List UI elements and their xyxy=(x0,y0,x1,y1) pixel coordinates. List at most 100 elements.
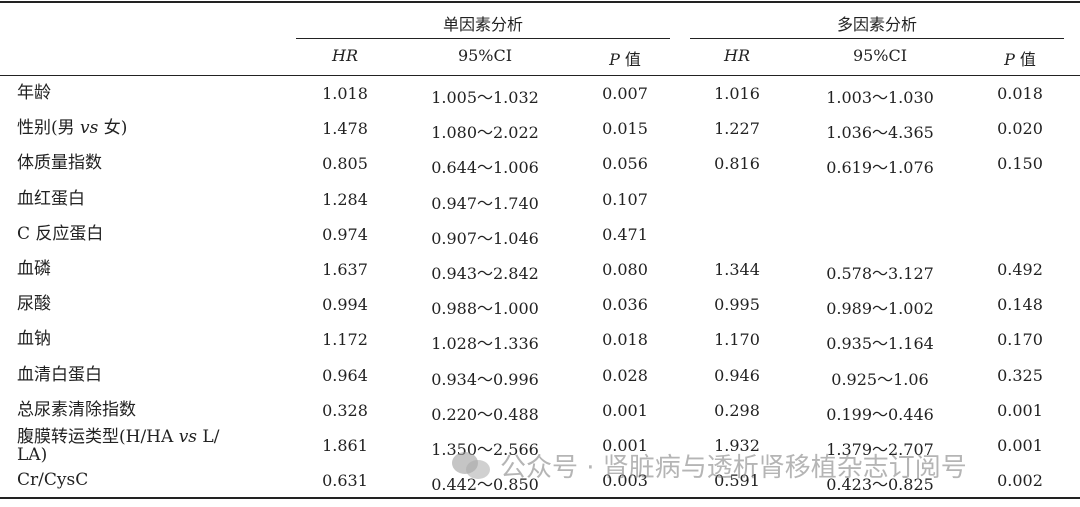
cell-uni-ci: 0.907～1.046 xyxy=(431,229,539,248)
cell-uni-ci: 0.934～0.996 xyxy=(431,370,539,389)
cell-multi-hr: 0.298 xyxy=(714,401,760,420)
cell-multi-ci: 1.003～1.030 xyxy=(826,88,934,107)
cell-uni-hr: 0.964 xyxy=(322,366,368,385)
cell-uni-p: 0.003 xyxy=(602,471,648,490)
cell-multi-p: 0.001 xyxy=(997,436,1043,455)
subheader-uni-ci: 95%CI xyxy=(457,46,513,65)
watermark: 公众号 · 肾脏病与透析肾移植杂志订阅号 xyxy=(452,446,967,484)
table-row: Cr/CysC 0.631 0.442～0.850 0.003 0.591 0.423～0… xyxy=(0,470,1080,505)
cell-multi-hr: 1.170 xyxy=(714,330,760,349)
cell-uni-hr: 0.631 xyxy=(322,471,368,490)
cell-multi-hr: 0.816 xyxy=(714,154,760,173)
cell-uni-p: 0.007 xyxy=(602,84,648,103)
cell-multi-ci: 0.989～1.002 xyxy=(826,299,934,318)
cell-multi-hr: 0.946 xyxy=(714,366,760,385)
cell-uni-hr: 0.994 xyxy=(322,295,368,314)
cell-multi-p: 0.150 xyxy=(997,154,1043,173)
cell-uni-ci: 1.080～2.022 xyxy=(431,123,539,142)
table-row: 体质量指数 0.805 0.644～1.006 0.056 0.816 0.619～1.0… xyxy=(0,153,1080,188)
cell-uni-p: 0.018 xyxy=(602,330,648,349)
cell-multi-p: 0.020 xyxy=(997,119,1043,138)
table-row: C 反应蛋白 0.974 0.907～1.046 0.471 xyxy=(0,224,1080,259)
cell-multi-p: 0.148 xyxy=(997,295,1043,314)
cell-multi-p: 0.001 xyxy=(997,401,1043,420)
cell-uni-p: 0.001 xyxy=(602,401,648,420)
table-bottom-rule xyxy=(0,497,1080,499)
cell-uni-p: 0.056 xyxy=(602,154,648,173)
row-label: Cr/CysC xyxy=(17,470,89,490)
table-row: 血清白蛋白 0.964 0.934～0.996 0.028 0.946 0.925～1.0… xyxy=(0,365,1080,400)
cell-uni-p: 0.107 xyxy=(602,190,648,209)
table-row: 年龄 1.018 1.005～1.032 0.007 1.016 1.003～1.030 0… xyxy=(0,83,1080,118)
row-label: 血清白蛋白 xyxy=(17,365,102,385)
cell-uni-ci: 0.644～1.006 xyxy=(431,158,539,177)
cell-multi-hr: 1.932 xyxy=(714,436,760,455)
cell-multi-p: 0.002 xyxy=(997,471,1043,490)
cell-multi-p: 0.492 xyxy=(997,260,1043,279)
row-label: 体质量指数 xyxy=(17,153,102,173)
wechat-icon xyxy=(452,450,492,480)
table-row: 血红蛋白 1.284 0.947～1.740 0.107 xyxy=(0,189,1080,224)
row-label: 性别(男 vs 女) xyxy=(17,118,128,138)
cell-multi-p: 0.170 xyxy=(997,330,1043,349)
cell-multi-ci: 0.925～1.06 xyxy=(831,370,929,389)
cell-multi-hr: 0.995 xyxy=(714,295,760,314)
cell-multi-ci: 0.423～0.825 xyxy=(826,475,934,494)
cell-uni-ci: 0.220～0.488 xyxy=(431,405,539,424)
table-row: 性别(男 vs 女) 1.478 1.080～2.022 0.015 1.227 1.03… xyxy=(0,118,1080,153)
cell-multi-hr: 1.344 xyxy=(714,260,760,279)
group-rule-multivariate xyxy=(690,38,1064,39)
table-row: 血钠 1.172 1.028～1.336 0.018 1.170 0.935～1.164 0… xyxy=(0,329,1080,364)
subheader-multi-hr: HR xyxy=(724,46,750,65)
cell-uni-ci: 0.943～2.842 xyxy=(431,264,539,283)
cell-multi-ci: 0.199～0.446 xyxy=(826,405,934,424)
subheader-uni-p: P 值 xyxy=(609,50,641,69)
cell-multi-p: 0.018 xyxy=(997,84,1043,103)
table-row: 血磷 1.637 0.943～2.842 0.080 1.344 0.578～3.127 0… xyxy=(0,259,1080,294)
cell-multi-hr: 0.591 xyxy=(714,471,760,490)
cell-uni-hr: 1.478 xyxy=(322,119,368,138)
cell-uni-p: 0.001 xyxy=(602,436,648,455)
row-label: 年龄 xyxy=(17,83,51,103)
cell-uni-hr: 0.974 xyxy=(322,225,368,244)
cell-uni-ci: 1.028～1.336 xyxy=(431,334,539,353)
cell-uni-hr: 0.805 xyxy=(322,154,368,173)
cell-multi-ci: 0.578～3.127 xyxy=(826,264,934,283)
row-label: 尿酸 xyxy=(17,294,51,314)
table-row: 总尿素清除指数 0.328 0.220～0.488 0.001 0.298 0.199～0… xyxy=(0,400,1080,435)
subheader-multi-p: P 值 xyxy=(1004,50,1036,69)
row-label: 腹膜转运类型(H/HA vs L/LA) xyxy=(17,427,220,465)
cell-uni-p: 0.028 xyxy=(602,366,648,385)
cell-uni-hr: 0.328 xyxy=(322,401,368,420)
row-label: 血钠 xyxy=(17,329,51,349)
table-header-rule xyxy=(0,75,1080,76)
cell-multi-hr: 1.016 xyxy=(714,84,760,103)
group-header-univariate: 单因素分析 xyxy=(442,15,523,34)
table-top-rule xyxy=(0,1,1080,3)
cell-uni-ci: 0.988～1.000 xyxy=(431,299,539,318)
cell-uni-p: 0.471 xyxy=(602,225,648,244)
cell-uni-hr: 1.018 xyxy=(322,84,368,103)
cell-uni-hr: 1.172 xyxy=(322,330,368,349)
subheader-multi-ci: 95%CI xyxy=(852,46,908,65)
subheader-uni-hr: HR xyxy=(332,46,358,65)
cell-multi-ci: 1.036～4.365 xyxy=(826,123,934,142)
group-rule-univariate xyxy=(296,38,670,39)
cell-multi-ci: 0.619～1.076 xyxy=(826,158,934,177)
cell-multi-ci: 0.935～1.164 xyxy=(826,334,934,353)
cell-multi-hr: 1.227 xyxy=(714,119,760,138)
row-label: C 反应蛋白 xyxy=(17,224,104,244)
cell-uni-ci: 0.442～0.850 xyxy=(431,475,539,494)
watermark-text: 公众号 · 肾脏病与透析肾移植杂志订阅号 xyxy=(500,452,967,483)
row-label: 血磷 xyxy=(17,259,51,279)
row-label: 总尿素清除指数 xyxy=(17,400,136,420)
cell-multi-p: 0.325 xyxy=(997,366,1043,385)
cell-multi-ci: 1.379～2.707 xyxy=(826,440,934,459)
group-header-multivariate: 多因素分析 xyxy=(836,15,917,34)
cell-uni-ci: 0.947～1.740 xyxy=(431,194,539,213)
table-row: 尿酸 0.994 0.988～1.000 0.036 0.995 0.989～1.002 0… xyxy=(0,294,1080,329)
cell-uni-hr: 1.861 xyxy=(322,436,368,455)
cell-uni-hr: 1.284 xyxy=(322,190,368,209)
cell-uni-p: 0.080 xyxy=(602,260,648,279)
cell-uni-ci: 1.005～1.032 xyxy=(431,88,539,107)
